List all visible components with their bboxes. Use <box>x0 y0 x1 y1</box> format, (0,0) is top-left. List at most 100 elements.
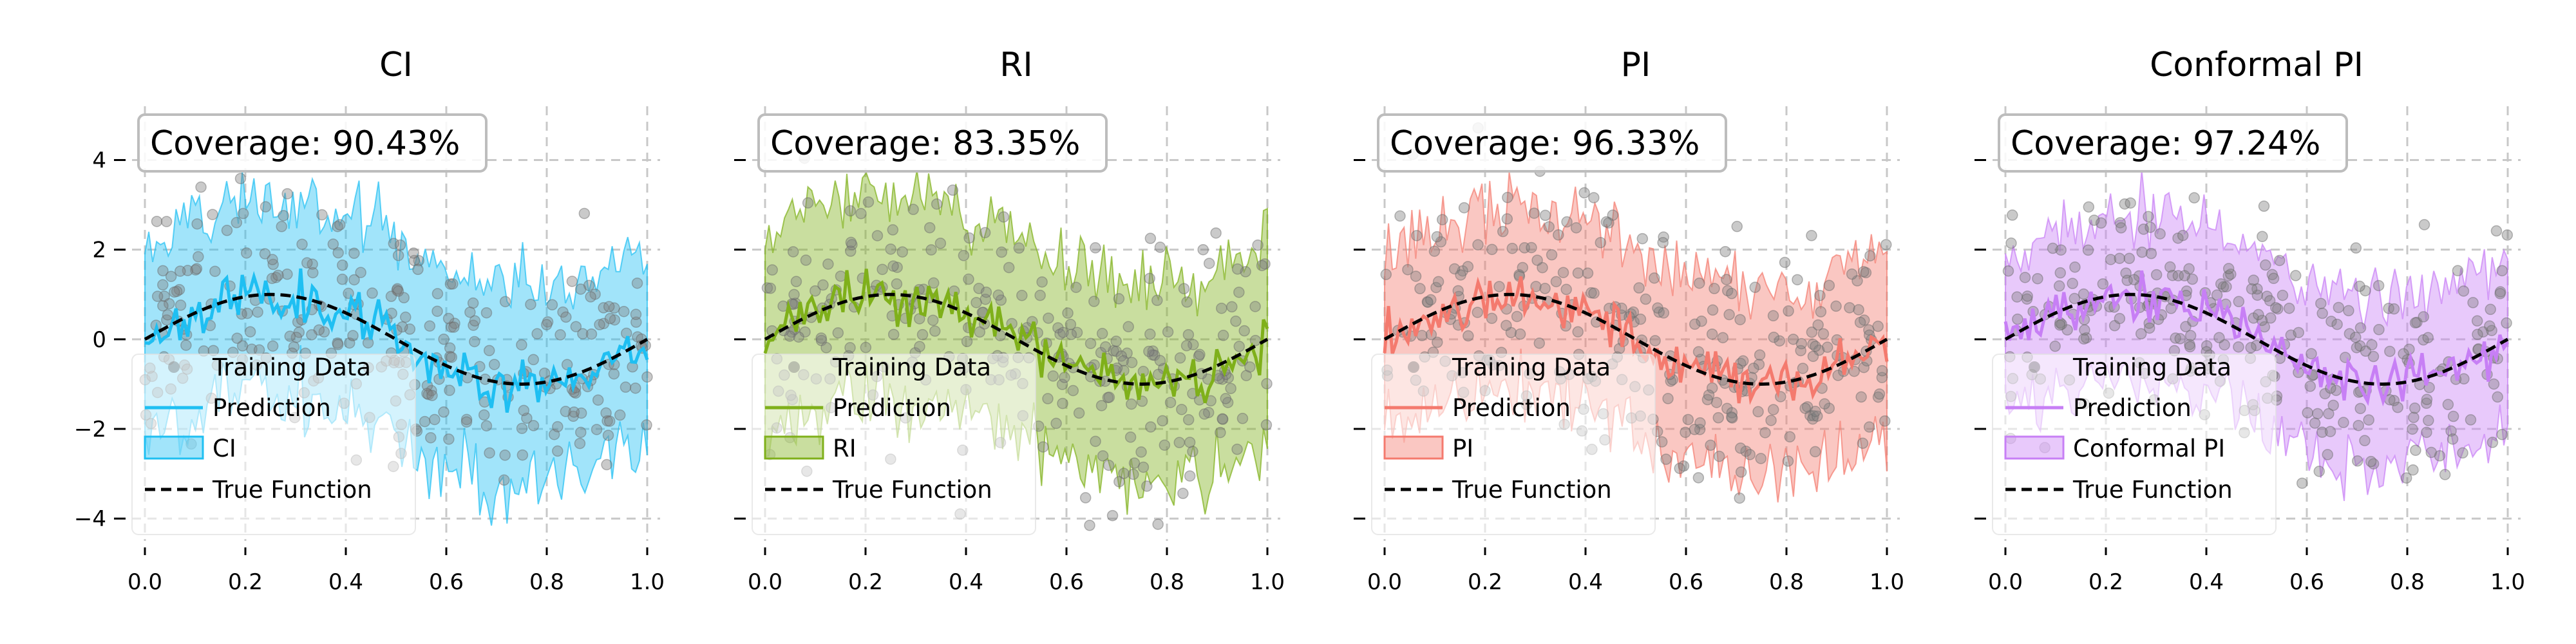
training-point <box>2344 328 2356 339</box>
training-point <box>2408 412 2420 423</box>
training-point <box>2447 433 2459 445</box>
training-point <box>2012 313 2023 325</box>
training-point <box>2055 244 2067 256</box>
training-point <box>467 297 479 309</box>
legend-label: Prediction <box>2073 394 2192 422</box>
training-point <box>1034 289 1046 301</box>
training-point <box>2384 345 2396 357</box>
training-point <box>996 246 1008 258</box>
training-point <box>2172 270 2184 281</box>
training-point <box>1636 232 1649 245</box>
training-point <box>835 270 847 282</box>
training-point <box>1103 392 1115 403</box>
training-point <box>1519 242 1531 254</box>
training-point <box>2418 311 2430 323</box>
training-point <box>609 302 620 314</box>
training-point <box>1514 328 1526 340</box>
training-point <box>2105 254 2117 265</box>
training-point <box>1231 263 1244 275</box>
training-point <box>1421 296 1434 308</box>
training-point <box>234 173 247 185</box>
training-point <box>2215 278 2227 290</box>
training-point <box>1126 398 1137 410</box>
training-point <box>2338 417 2349 428</box>
training-point <box>2309 417 2321 429</box>
training-point <box>307 258 318 270</box>
training-point <box>1226 301 1238 313</box>
x-tick-label: 0.0 <box>1367 569 1402 595</box>
training-point <box>1880 239 1892 251</box>
training-point <box>2442 399 2454 410</box>
training-point <box>1674 462 1685 475</box>
training-point <box>1680 426 1691 439</box>
training-point <box>1678 460 1690 472</box>
training-point <box>2490 225 2503 237</box>
training-point <box>2248 312 2260 324</box>
training-point <box>1511 310 1523 323</box>
training-point <box>1162 326 1174 338</box>
training-point <box>478 409 490 421</box>
training-point <box>1240 370 1253 381</box>
training-point <box>1057 397 1068 410</box>
training-point <box>1431 231 1443 243</box>
training-point <box>1633 282 1645 294</box>
training-point <box>151 216 163 227</box>
training-point <box>1071 327 1083 339</box>
training-point <box>2285 329 2297 341</box>
training-point <box>1855 391 1867 403</box>
training-point <box>1858 314 1870 326</box>
training-point <box>2021 293 2033 305</box>
training-point <box>1812 319 1824 331</box>
training-point <box>538 367 551 379</box>
training-point <box>1210 227 1222 239</box>
coverage-text: Coverage: 97.24% <box>2011 124 2320 163</box>
training-point <box>1256 260 1268 272</box>
training-point <box>2360 345 2372 357</box>
training-point <box>2411 316 2423 328</box>
training-point <box>601 415 613 427</box>
training-point <box>1054 328 1066 340</box>
training-point <box>1797 363 1809 374</box>
training-point <box>2125 197 2136 209</box>
legend-label: True Function <box>832 476 992 504</box>
training-point <box>231 216 243 229</box>
training-point <box>408 254 421 267</box>
chart-panel-2: RI 0.0 0.2 0.4 0.6 0.8 1.0 Coverage: 83.35% Trai… <box>734 46 1285 595</box>
training-point <box>157 279 169 291</box>
training-point <box>2164 261 2176 273</box>
training-point <box>412 263 424 276</box>
training-point <box>1710 397 1723 408</box>
training-point <box>498 474 510 486</box>
training-point <box>1873 388 1886 400</box>
training-point <box>603 301 615 312</box>
training-point <box>2069 292 2081 305</box>
training-point <box>2135 328 2147 340</box>
training-point <box>2333 301 2345 314</box>
training-point <box>958 250 970 261</box>
x-tick-label: 0.2 <box>228 569 263 595</box>
training-point <box>281 269 293 280</box>
training-point <box>1853 304 1864 316</box>
training-point <box>527 420 540 431</box>
training-point <box>1042 393 1054 404</box>
chart-panel-3: PI 0.0 0.2 0.4 0.6 0.8 1.0 Coverage: 96.33% Trai… <box>1354 46 1904 595</box>
legend-marker-training <box>2029 361 2040 373</box>
training-point <box>1115 350 1128 362</box>
training-point <box>979 227 991 238</box>
training-point <box>157 265 169 277</box>
training-point <box>2150 269 2163 281</box>
training-point <box>2323 408 2334 420</box>
y-tick-label: 4 <box>92 148 106 174</box>
training-point <box>2011 291 2023 303</box>
training-point <box>2248 274 2260 286</box>
training-point <box>1059 372 1070 383</box>
training-point <box>761 282 773 294</box>
training-point <box>443 433 455 445</box>
training-point <box>1252 239 1264 251</box>
training-point <box>419 415 431 428</box>
training-point <box>332 247 344 259</box>
training-point <box>1145 421 1157 433</box>
training-point <box>408 247 419 259</box>
training-point <box>632 331 643 343</box>
training-point <box>2485 303 2496 316</box>
